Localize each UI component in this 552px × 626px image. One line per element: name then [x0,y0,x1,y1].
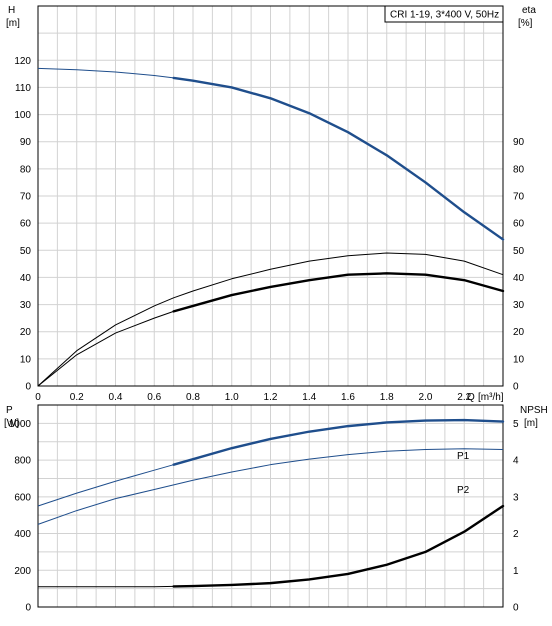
x-tick-label: 0.4 [109,392,123,403]
bottom-right-tick-label: 3 [513,492,519,503]
top-curves [37,67,505,387]
top-left-tick-label: 90 [20,137,32,148]
bottom-left-tick-labels: 0 200 400 600 800 1000 [9,419,32,614]
top-left-tick-label: 20 [20,327,32,338]
series-label-p1: P1 [457,451,470,462]
top-right-tick-label: 90 [513,137,525,148]
x-tick-label: 1.4 [302,392,316,403]
title-box [384,5,504,23]
series-label-p2: P2 [457,485,470,496]
series-line [37,252,504,387]
top-right-tick-label: 30 [513,300,525,311]
top-left-tick-label: 40 [20,273,32,284]
top-left-tick-label: 0 [25,382,31,393]
top-right-axis-unit: [%] [518,18,533,29]
top-left-axis-unit: [m] [6,18,20,29]
x-tick-label: 0.2 [70,392,84,403]
top-left-tick-label: 50 [20,246,32,257]
top-left-axis-label: H [8,5,15,16]
series-line-operating-range [172,418,505,466]
chart-title: CRI 1-19, 3*400 V, 50Hz [390,10,499,21]
top-left-tick-label: 100 [14,110,31,121]
x-tick-label: 1.8 [380,392,394,403]
top-right-tick-label: 40 [513,273,525,284]
top-right-axis-label: eta [522,5,536,16]
bottom-right-tick-labels: 0 1 2 3 4 5 [513,419,519,614]
x-tick-labels: 0 0.2 0.4 0.6 0.8 1.0 1.2 1.4 1.6 1.8 2.0 2.2 [35,392,471,403]
bottom-right-tick-label: 0 [513,603,519,614]
bottom-left-tick-label: 200 [14,566,31,577]
bottom-left-axis-label: P [6,405,13,416]
top-right-tick-label: 20 [513,327,525,338]
bottom-right-tick-label: 2 [513,529,519,540]
x-axis-label: Q [467,392,475,403]
bottom-right-axis-label: NPSH [520,405,548,416]
x-tick-label: 0 [35,392,41,403]
top-left-tick-label: 10 [20,354,32,365]
top-left-tick-label: 60 [20,219,32,230]
top-left-tick-label: 30 [20,300,32,311]
bottom-right-tick-label: 4 [513,456,519,467]
series-line-operating-range [172,76,505,241]
top-right-tick-label: 60 [513,219,525,230]
bottom-left-tick-label: 1000 [9,419,32,430]
top-grid [38,5,503,386]
series-line-operating-range [172,272,505,313]
top-right-tick-label: 0 [513,382,519,393]
top-right-tick-labels: 0 10 20 30 40 50 60 70 80 90 [513,137,525,392]
x-tick-label: 2.0 [419,392,433,403]
top-left-tick-label: 80 [20,164,32,175]
top-right-tick-label: 80 [513,164,525,175]
x-tick-label: 1.2 [264,392,278,403]
top-left-tick-label: 110 [15,83,31,94]
series-line [37,448,504,525]
x-tick-label: 0.6 [147,392,161,403]
top-left-tick-labels: 0 10 20 30 40 50 60 70 80 90 100 110 120 [14,56,31,393]
bottom-curves [37,418,505,588]
top-right-tick-label: 70 [513,192,525,203]
top-left-tick-label: 120 [14,56,31,67]
bottom-left-tick-label: 600 [14,492,31,503]
x-tick-label: 1.6 [341,392,355,403]
bottom-left-tick-label: 400 [14,529,31,540]
top-right-tick-label: 50 [513,246,525,257]
bottom-left-tick-label: 800 [14,456,31,467]
series-line-operating-range [172,504,505,588]
x-tick-label: 1.0 [225,392,239,403]
x-axis-unit: [m³/h] [478,392,504,403]
bottom-left-tick-label: 0 [25,603,31,614]
top-left-tick-label: 70 [20,192,32,203]
top-plot-frame [37,5,504,387]
x-tick-label: 2.2 [457,392,471,403]
bottom-right-axis-unit: [m] [524,418,538,429]
x-tick-label: 0.8 [186,392,200,403]
bottom-left-axis-unit: [W] [4,418,19,429]
bottom-right-tick-label: 1 [513,566,519,577]
bottom-right-tick-label: 5 [513,419,519,430]
top-right-tick-label: 10 [513,354,525,365]
